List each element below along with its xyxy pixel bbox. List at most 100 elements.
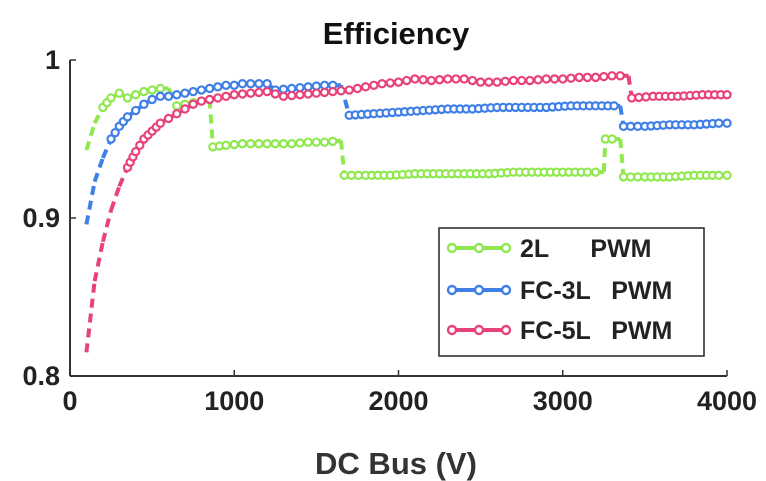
series-3-point <box>599 71 609 82</box>
series-1-point <box>254 139 264 149</box>
series-3-point <box>426 75 437 86</box>
series-3-point <box>410 74 420 84</box>
series-2-point <box>229 80 239 90</box>
series-1-point <box>139 86 149 97</box>
series-3-point <box>516 75 527 86</box>
series-3-point <box>360 82 371 92</box>
series-3-point <box>180 104 190 114</box>
series-3 <box>84 71 732 353</box>
series-3-point <box>574 72 584 83</box>
series-3-point <box>188 99 198 109</box>
series-1 <box>84 83 732 182</box>
series-3-point <box>607 71 617 81</box>
series-3-point <box>508 75 519 86</box>
series-1-segment <box>618 138 626 178</box>
series-3-point <box>475 77 486 87</box>
series-3-segment <box>109 185 122 211</box>
series-2-point <box>254 78 264 89</box>
x-tick-label: 3000 <box>533 386 593 416</box>
series-3-point <box>590 72 601 83</box>
series-3-point <box>418 75 428 85</box>
series-3-point <box>484 77 494 87</box>
legend-entry-2: FC-3L PWM <box>446 277 672 305</box>
series-1-point <box>130 90 141 100</box>
series-2-point <box>106 134 116 144</box>
series-2-point <box>155 91 166 102</box>
series-1-point <box>114 88 124 98</box>
series-2-point <box>163 91 174 102</box>
series-1-point <box>245 139 256 149</box>
series-1-point <box>262 139 272 149</box>
legend-swatch-marker <box>500 324 512 336</box>
series-3-point <box>237 89 248 99</box>
series-2-point <box>130 105 141 116</box>
series-1-point <box>722 170 732 181</box>
series-2-point <box>204 83 215 94</box>
legend-swatch-marker <box>500 242 512 254</box>
series-2-point <box>110 127 120 138</box>
series-1-point <box>590 167 601 177</box>
series-2-point <box>122 112 133 122</box>
legend-entry-3: FC-5L PWM <box>446 317 672 345</box>
legend-label: FC-5L PWM <box>520 317 672 345</box>
series-3-point <box>221 91 231 102</box>
series-1-point <box>714 170 724 181</box>
series-1-segment <box>92 106 105 125</box>
legend-swatch-marker <box>500 284 512 296</box>
series-3-point <box>204 94 215 105</box>
series-3-point <box>566 73 576 83</box>
series-1-point <box>106 93 116 103</box>
series-3-point <box>163 113 174 124</box>
series-3-point <box>287 90 297 101</box>
series-3-point <box>385 78 395 88</box>
series-1-point <box>328 136 338 147</box>
series-3-point <box>135 140 145 151</box>
series-3-point <box>492 77 502 87</box>
series-3-point <box>369 80 379 90</box>
y-tick-label: 0.8 <box>22 361 60 391</box>
series-3-point <box>533 75 543 85</box>
series-1-segment <box>601 138 608 173</box>
series-3-point <box>344 85 354 95</box>
x-tick-label: 2000 <box>368 386 428 416</box>
series-3-point <box>377 78 387 89</box>
series-2-point <box>714 118 724 128</box>
series-3-point <box>352 83 363 94</box>
series-1-point <box>295 138 305 148</box>
series-3-point <box>443 74 453 84</box>
series-2-point <box>188 86 198 97</box>
series-3-point <box>213 93 223 103</box>
series-3-point <box>155 118 166 128</box>
series-1-point <box>311 137 322 147</box>
series-3-point <box>434 75 445 85</box>
series-2-point <box>609 101 619 111</box>
legend-swatch-marker <box>446 324 458 336</box>
series-3-point <box>402 75 412 86</box>
series-2-point <box>172 90 182 100</box>
legend-swatch-marker <box>473 242 485 254</box>
y-tick-label: 1 <box>45 45 60 75</box>
series-1-point <box>270 139 281 149</box>
series-2-point <box>196 85 207 95</box>
x-tick-label: 4000 <box>697 386 757 416</box>
legend: 2L PWM FC-3L PWM FC-5L PWM <box>438 227 705 357</box>
series-1-point <box>278 139 289 149</box>
legend-label: 2L PWM <box>520 235 652 263</box>
series-3-point <box>451 74 461 84</box>
series-3-point <box>393 77 404 87</box>
series-2-point <box>213 82 223 92</box>
series-3-point <box>278 91 289 102</box>
legend-entry-1: 2L PWM <box>446 235 652 263</box>
series-3-point <box>319 87 330 98</box>
series-3-point <box>722 90 732 100</box>
series-1-point <box>303 137 313 147</box>
legend-swatch-marker <box>473 324 485 336</box>
x-tick-label: 0 <box>62 386 77 416</box>
series-1-point <box>237 139 248 149</box>
series-1-point <box>122 93 133 103</box>
series-2-point <box>180 88 190 98</box>
series-2-point <box>139 99 149 109</box>
series-2-point <box>722 118 732 128</box>
series-3-segment <box>92 241 105 282</box>
series-2-point <box>262 78 272 89</box>
